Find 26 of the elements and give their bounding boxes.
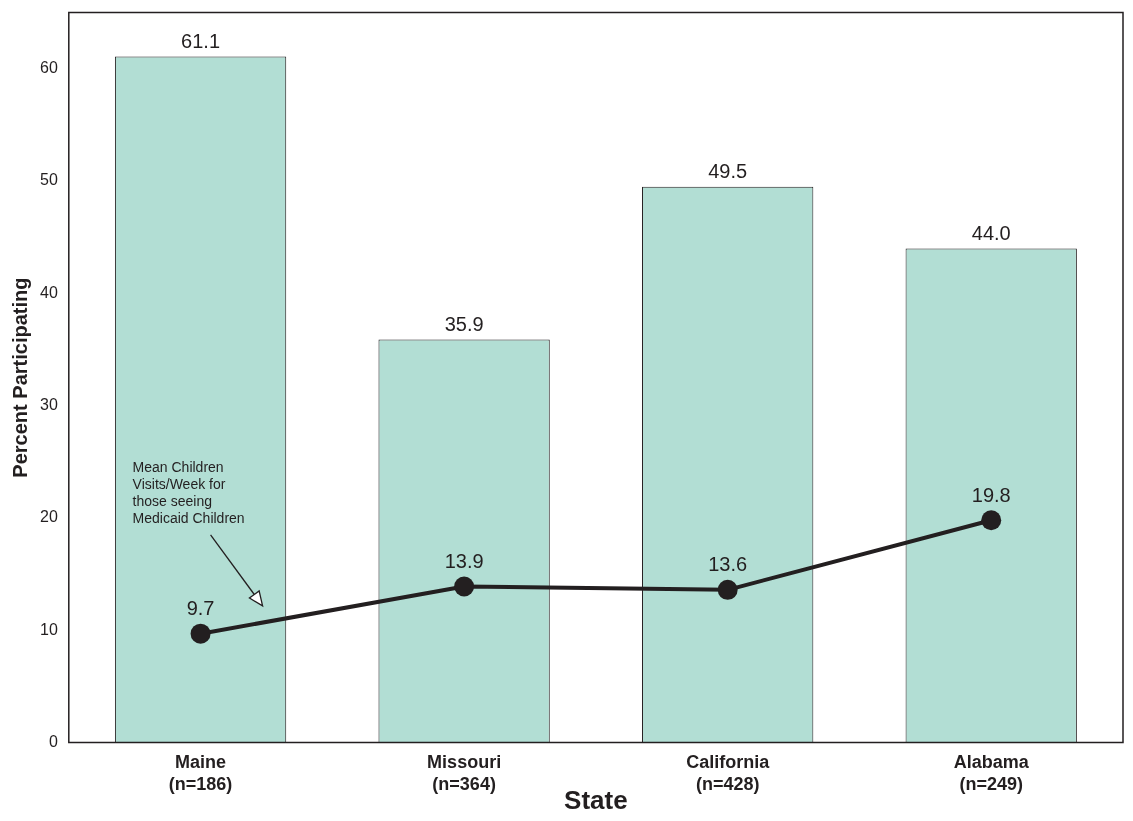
x-tick-label: Alabama (n=249) xyxy=(953,752,1030,794)
data-label: 13.9 xyxy=(444,550,484,573)
x-tick-label: Maine (n=186) xyxy=(168,752,233,794)
y-tick-label: 30 xyxy=(40,396,58,414)
y-tick-label: 40 xyxy=(40,283,58,301)
y-tick-label: 10 xyxy=(40,620,58,638)
y-tick-label: 60 xyxy=(40,59,58,77)
x-tick-label: California (n=428) xyxy=(686,752,771,794)
y-tick-label: 0 xyxy=(48,733,58,751)
point xyxy=(981,510,1002,531)
data-label: 9.7 xyxy=(186,597,215,620)
point xyxy=(190,623,211,644)
y-tick-label: 20 xyxy=(40,508,58,526)
point xyxy=(717,579,738,600)
data-label: 35.9 xyxy=(444,312,484,335)
data-label: 19.8 xyxy=(971,483,1011,506)
x-tick-label: Missouri (n=364) xyxy=(427,752,502,794)
point xyxy=(454,576,475,597)
x-axis-title: State xyxy=(564,784,628,815)
y-tick-label: 50 xyxy=(40,171,58,189)
annotation: Mean Children Visits/Week for those seeing Medicaid Children xyxy=(132,458,245,526)
data-label: 13.6 xyxy=(708,553,748,576)
data-label: 61.1 xyxy=(181,29,221,52)
y-axis-title: Percent Participating xyxy=(8,277,31,478)
data-label: 49.5 xyxy=(708,160,748,183)
data-label: 44.0 xyxy=(971,221,1011,244)
